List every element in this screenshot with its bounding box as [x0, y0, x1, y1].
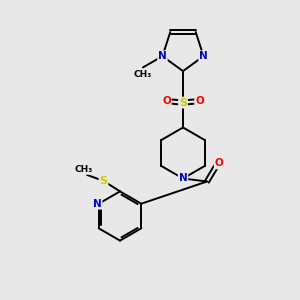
- Text: S: S: [179, 98, 187, 108]
- Text: O: O: [214, 158, 224, 169]
- Text: S: S: [100, 176, 107, 186]
- Text: N: N: [158, 51, 167, 61]
- Text: CH₃: CH₃: [74, 165, 92, 174]
- Text: N: N: [199, 51, 208, 61]
- Text: N: N: [178, 173, 188, 184]
- Text: O: O: [195, 96, 204, 106]
- Text: O: O: [162, 96, 171, 106]
- Text: CH₃: CH₃: [134, 70, 152, 80]
- Text: N: N: [93, 199, 102, 209]
